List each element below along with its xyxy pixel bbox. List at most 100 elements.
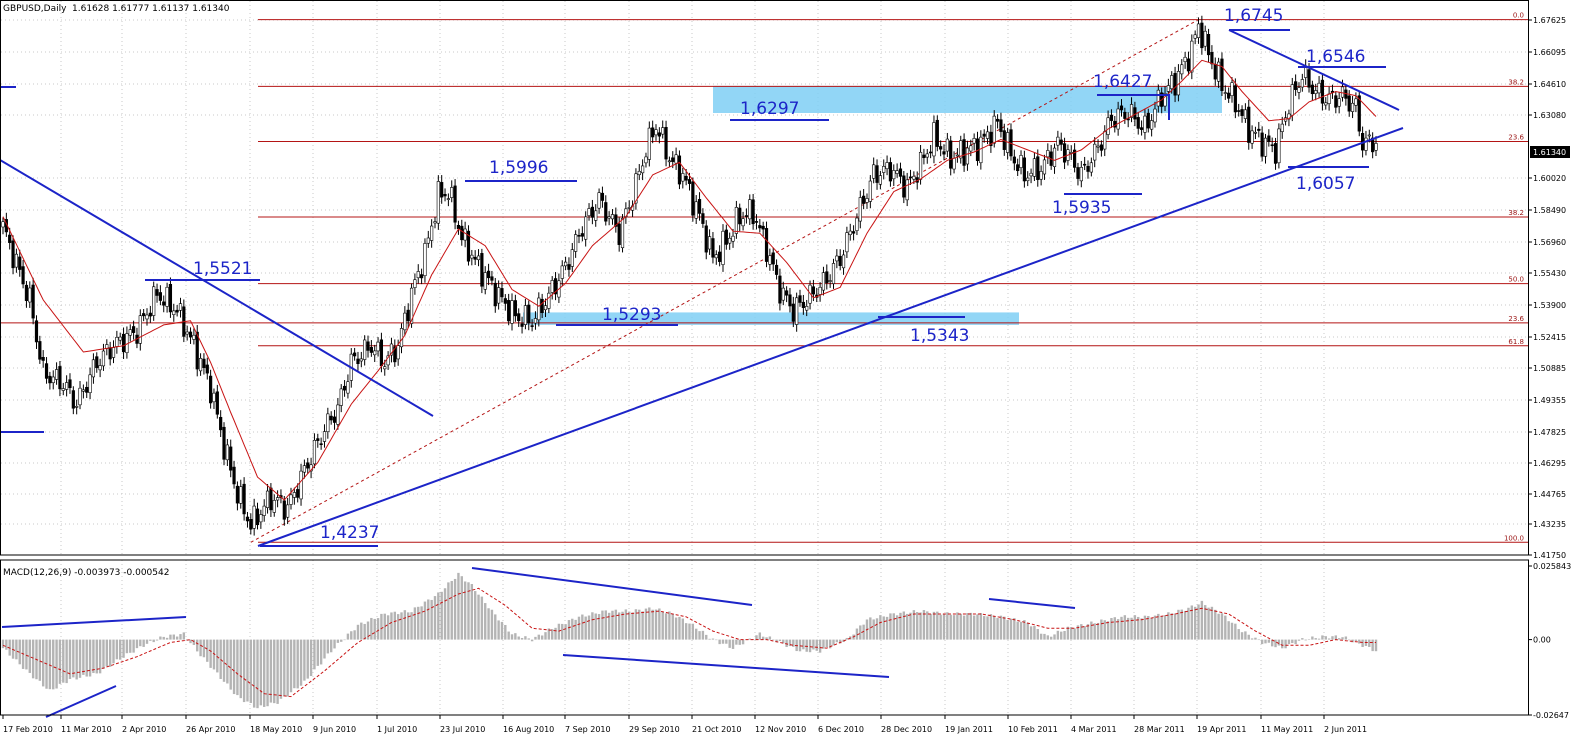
macd-histogram-bar [256,639,259,709]
macd-histogram-bar [102,639,105,669]
candle-body [490,276,494,281]
macd-histogram-bar [1204,605,1207,640]
macd-histogram-bar [741,639,745,645]
macd-histogram-bar [658,608,661,640]
candle-body [661,127,665,135]
candle-body [1109,114,1114,121]
candle-body [979,136,983,164]
candle-body [942,151,946,155]
candle-body [386,355,390,366]
macd-histogram-bar [289,639,293,693]
macd-histogram-bar [581,614,584,640]
macd-histogram-bar [162,636,165,640]
candle-body [711,238,715,258]
macd-histogram-bar [112,639,115,664]
macd-histogram-bar [1006,619,1009,640]
macd-histogram-bar [1039,633,1043,640]
macd-histogram-bar [748,638,751,640]
candle-body [838,255,842,266]
candle-body [875,165,879,183]
macd-histogram-bar [316,639,319,666]
macd-histogram-bar [1120,616,1123,640]
macd-histogram-bar [52,639,55,690]
macd-histogram-bar [1234,623,1237,640]
x-tick-label: 4 Mar 2011 [1071,725,1117,734]
candle-body [503,298,507,304]
macd-histogram-bar [192,639,196,646]
candle-body [1136,117,1140,129]
macd-histogram-bar [715,639,718,641]
candle-body [734,207,738,234]
macd-histogram-bar [972,615,976,640]
macd-histogram-bar [1264,639,1267,644]
x-tick-label: 2 Apr 2010 [122,725,166,734]
macd-histogram-bar [1133,615,1137,640]
macd-histogram-bar [447,582,450,640]
candle-body [85,386,89,393]
candle-body [637,170,641,176]
fibonacci-label: 23.6 [1508,315,1524,323]
macd-histogram-bar [62,639,65,683]
macd-histogram-bar [591,612,594,640]
candle-body [363,339,367,360]
candle-body [88,374,92,394]
macd-histogram-bar [681,618,685,640]
x-tick-label: 19 Jan 2011 [945,725,993,734]
macd-panel [1,572,1378,709]
price-annotation: 1,6057 [1296,174,1355,194]
x-tick-label: 9 Jun 2010 [313,725,356,734]
macd-histogram-bar [1197,604,1200,640]
candle-body [955,154,960,157]
macd-histogram-bar [115,639,119,660]
macd-histogram-bar [380,613,383,640]
macd-histogram-bar [875,618,879,640]
candle-body [235,485,240,504]
macd-histogram-bar [554,627,557,640]
macd-histogram-bar [631,612,634,640]
candle-body [744,215,749,217]
macd-histogram-bar [932,611,936,640]
candle-body [366,341,370,351]
candle-body [480,253,484,287]
current-price-box [1530,146,1570,158]
macd-histogram-bar [889,613,892,640]
candle-body [1277,128,1281,164]
macd-histogram-bar [1317,638,1321,640]
candle-body [75,406,79,408]
macd-histogram-bar [309,639,313,677]
macd-histogram-bar [1193,606,1197,640]
candle-body [718,251,722,262]
candle-body [31,284,35,319]
trendline [1228,29,1400,111]
macd-histogram-bar [122,639,125,658]
macd-histogram-bar [172,634,175,640]
macd-histogram-bar [628,611,631,640]
macd-histogram-bar [1153,615,1157,640]
macd-histogram-bar [1123,615,1127,640]
macd-histogram-bar [577,616,581,640]
fibonacci-levels: 0.0 38.2 23.6 38.2 50.0 23.6 61.8 100.0 [0,12,1528,543]
candle-body [202,358,206,368]
macd-histogram-bar [922,610,926,640]
macd-histogram-bar [433,596,437,640]
candle-body [1119,105,1124,111]
macd-histogram-bar [520,637,524,640]
price-annotation: 1,5293 [602,305,661,325]
macd-histogram-bar [530,639,534,642]
candle-body [738,207,742,225]
macd-histogram-bar [979,613,983,640]
candle-body [1076,167,1080,179]
candle-body [450,187,454,198]
candle-body [939,146,943,150]
candle-body [416,271,420,279]
candle-body [1089,162,1093,173]
candle-body [95,356,99,369]
candle-body [292,492,296,498]
macd-histogram-bar [1187,607,1190,640]
macd-histogram-bar [413,607,417,640]
candle-body [1294,81,1298,90]
candle-body [152,286,156,316]
x-tick-label: 28 Mar 2011 [1134,725,1185,734]
macd-histogram-bar [882,616,885,640]
fibonacci-label: 61.8 [1508,338,1524,346]
